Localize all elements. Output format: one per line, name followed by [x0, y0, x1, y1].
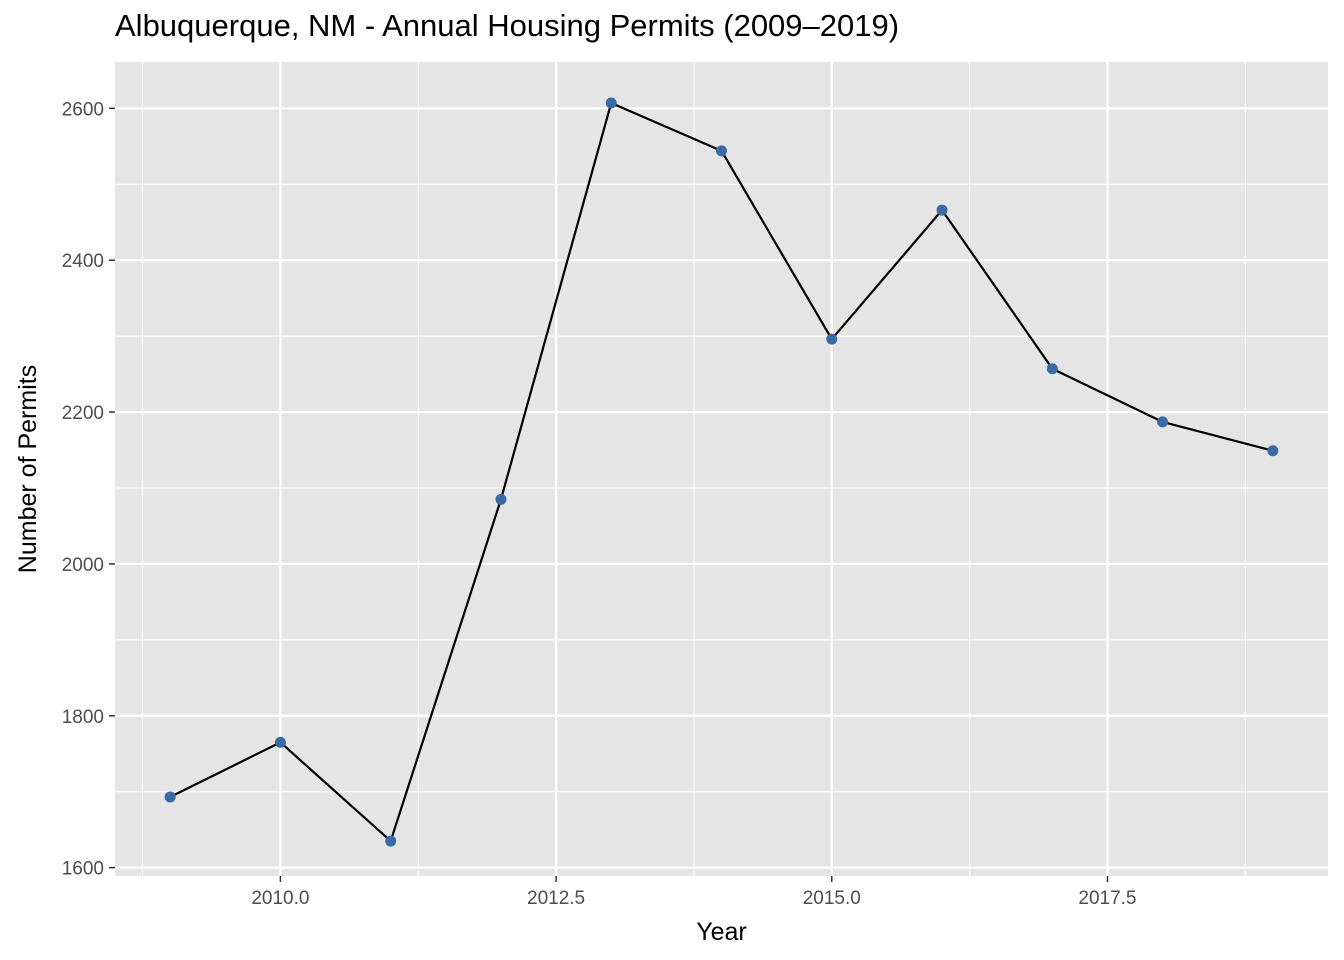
y-tick-label: 1800 [62, 707, 104, 728]
y-tick-label: 2600 [62, 99, 104, 120]
x-tick-label: 2012.5 [527, 888, 585, 909]
y-tick-label: 2000 [62, 555, 104, 576]
data-point [164, 791, 176, 803]
data-point [385, 835, 397, 847]
data-series [164, 97, 1279, 847]
data-point [274, 736, 286, 748]
y-tick-label: 2200 [62, 403, 104, 424]
major-gridlines [115, 62, 1328, 876]
axes: 2010.0 2012.5 2015.0 2017.5 1600 1800 2000 2200… [62, 99, 1137, 909]
data-point [495, 493, 507, 505]
x-axis-title: Year [696, 918, 747, 946]
data-point [936, 204, 948, 216]
chart-title: Albuquerque, NM - Annual Housing Permits… [115, 8, 900, 43]
data-point [1046, 363, 1058, 375]
plot-panel [115, 62, 1328, 876]
data-point [1157, 416, 1169, 428]
x-tick-label: 2010.0 [251, 888, 309, 909]
y-axis-title: Number of Permits [14, 365, 42, 573]
data-point [1267, 445, 1279, 457]
y-tick-label: 2400 [62, 251, 104, 272]
data-point [605, 97, 617, 109]
data-point [826, 333, 838, 345]
data-point [716, 145, 727, 157]
x-tick-label: 2015.0 [803, 888, 861, 909]
x-tick-label: 2017.5 [1078, 888, 1136, 909]
minor-gridlines [115, 62, 1328, 876]
y-tick-label: 1600 [62, 859, 104, 880]
